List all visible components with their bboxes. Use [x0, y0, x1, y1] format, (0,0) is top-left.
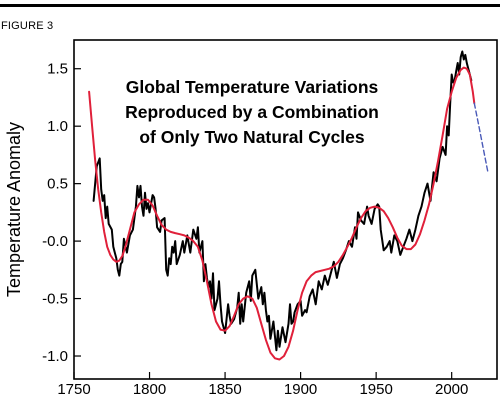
- y-tick-label: -1.0: [42, 348, 68, 365]
- observed-temperature-line: [92, 50, 473, 352]
- x-tick-label: 1800: [133, 381, 166, 398]
- chart-title-line: Reproduced by a Combination: [125, 102, 379, 122]
- plot-frame: [73, 39, 498, 380]
- axes-layer: 1750 1800 1850 1900 1950 2000 -1.0 -0.5 -0.0 0.5 1…: [4, 61, 468, 398]
- y-tick-label: -0.5: [42, 291, 68, 308]
- model-projection-line: [473, 102, 489, 173]
- x-tick-label: 1900: [284, 381, 317, 398]
- y-tick-label: 1.5: [47, 61, 68, 78]
- y-tick-label: -0.0: [42, 233, 68, 250]
- figure-label: FIGURE 3: [1, 20, 54, 32]
- chart-title-line: Global Temperature Variations: [126, 77, 379, 97]
- chart-title-line: of Only Two Natural Cycles: [139, 127, 365, 147]
- y-tick-label: 1.0: [47, 118, 68, 135]
- x-tick-label: 1750: [57, 381, 90, 398]
- x-tick-label: 1950: [359, 381, 392, 398]
- x-tick-label: 1850: [208, 381, 241, 398]
- top-rule: [0, 4, 500, 7]
- x-tick-label: 2000: [435, 381, 468, 398]
- chart-title: Global Temperature Variations Reproduced …: [125, 77, 379, 147]
- plot-area: [73, 39, 498, 380]
- y-axis-label: Temperature Anomaly: [4, 122, 24, 297]
- series-layer: [88, 50, 489, 361]
- two-cycle-model-line: [88, 66, 476, 361]
- y-tick-label: 0.5: [47, 176, 68, 193]
